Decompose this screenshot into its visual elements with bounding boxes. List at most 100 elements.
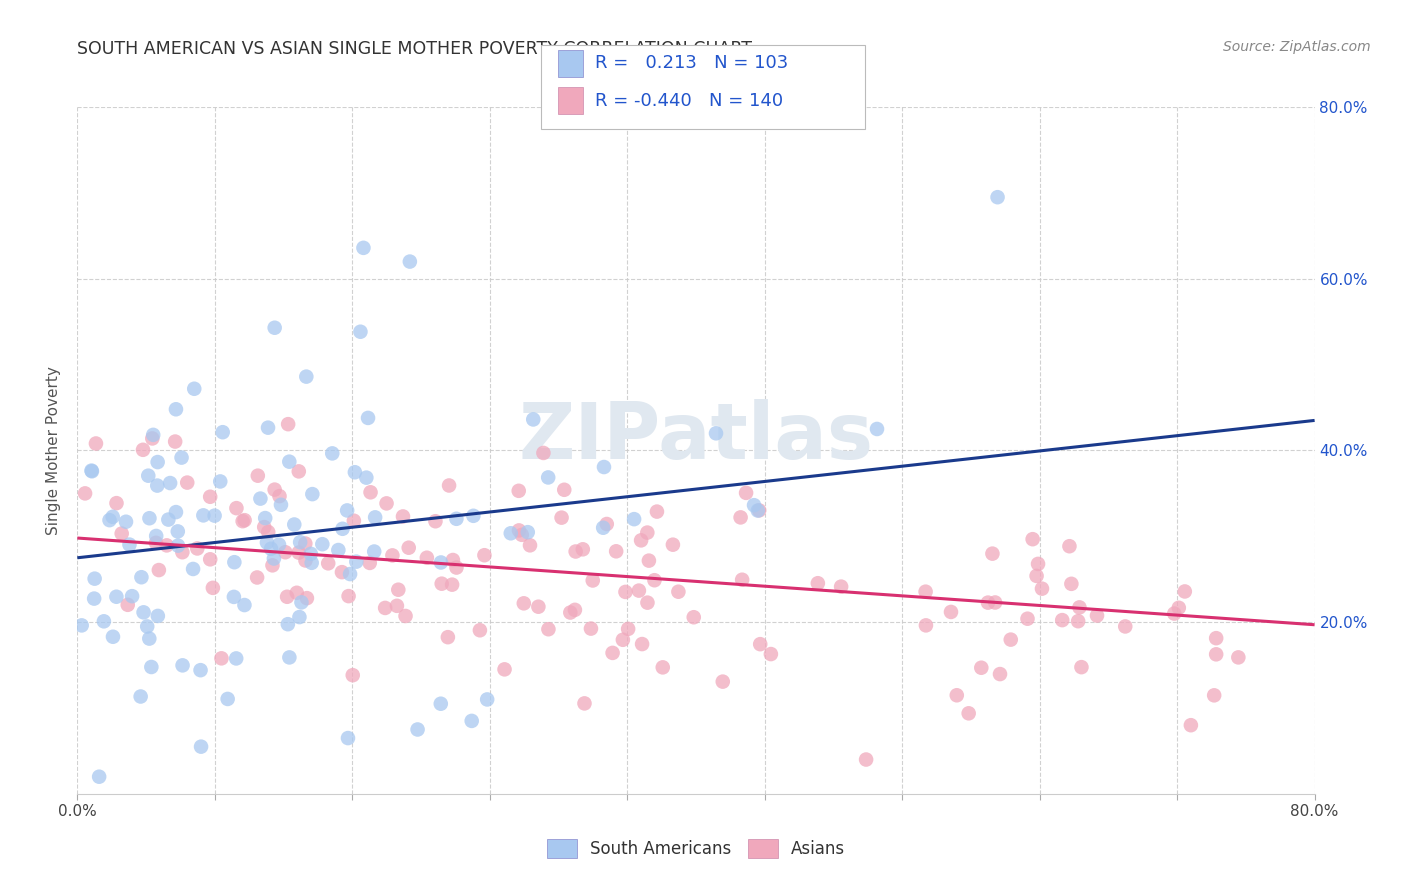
Point xyxy=(165,434,187,449)
Point xyxy=(257,525,280,540)
Point xyxy=(430,576,453,591)
Point xyxy=(747,503,769,517)
Point xyxy=(1085,608,1108,623)
Point xyxy=(274,545,297,559)
Point xyxy=(121,589,143,603)
Point xyxy=(89,770,111,784)
Point xyxy=(516,525,538,540)
Point xyxy=(398,541,420,555)
Point xyxy=(385,599,408,613)
Point xyxy=(190,663,212,677)
Point xyxy=(115,515,138,529)
Point xyxy=(977,596,1000,610)
Point xyxy=(75,486,96,500)
Point xyxy=(217,692,239,706)
Point xyxy=(183,382,205,396)
Point xyxy=(294,536,316,550)
Point xyxy=(631,637,654,651)
Point xyxy=(172,658,194,673)
Point xyxy=(1052,613,1074,627)
Point xyxy=(830,580,852,594)
Point xyxy=(263,483,285,497)
Point xyxy=(118,538,141,552)
Point xyxy=(146,455,169,469)
Point xyxy=(730,510,752,524)
Point xyxy=(142,428,165,442)
Point xyxy=(141,432,163,446)
Point xyxy=(645,505,668,519)
Point xyxy=(80,464,103,478)
Point xyxy=(759,647,782,661)
Point xyxy=(1060,577,1083,591)
Point xyxy=(316,557,339,571)
Point xyxy=(332,522,354,536)
Point xyxy=(145,536,167,550)
Point xyxy=(731,573,754,587)
Point xyxy=(129,690,152,704)
Point xyxy=(651,660,673,674)
Point xyxy=(537,622,560,636)
Point xyxy=(269,489,291,503)
Point xyxy=(98,513,121,527)
Y-axis label: Single Mother Poverty: Single Mother Poverty xyxy=(46,366,62,535)
Point xyxy=(1000,632,1022,647)
Point xyxy=(349,325,371,339)
Point xyxy=(527,599,550,614)
Text: Source: ZipAtlas.com: Source: ZipAtlas.com xyxy=(1223,40,1371,54)
Point xyxy=(157,512,180,526)
Point xyxy=(668,584,690,599)
Point xyxy=(246,468,269,483)
Point xyxy=(186,541,208,556)
Point xyxy=(117,598,139,612)
Point xyxy=(748,503,770,517)
Point xyxy=(267,538,290,552)
Point xyxy=(1031,582,1053,596)
Point xyxy=(946,688,969,702)
Point xyxy=(83,591,105,606)
Point xyxy=(682,610,704,624)
Point xyxy=(172,545,194,559)
Text: R = -0.440   N = 140: R = -0.440 N = 140 xyxy=(595,92,783,110)
Point xyxy=(533,446,555,460)
Point xyxy=(278,650,301,665)
Point xyxy=(260,541,283,556)
Point xyxy=(704,426,727,441)
Point xyxy=(914,584,936,599)
Point xyxy=(105,590,128,604)
Point xyxy=(579,622,602,636)
Point xyxy=(957,706,980,721)
Point xyxy=(145,529,167,543)
Point xyxy=(494,662,516,676)
Point xyxy=(299,547,322,561)
Point xyxy=(257,420,280,434)
Point xyxy=(915,618,938,632)
Point xyxy=(339,567,361,582)
Point xyxy=(513,596,536,610)
Point xyxy=(287,545,309,559)
Point xyxy=(984,595,1007,609)
Point xyxy=(866,422,889,436)
Point xyxy=(988,667,1011,681)
Point xyxy=(593,460,616,475)
Point xyxy=(430,697,453,711)
Point xyxy=(200,552,222,566)
Point xyxy=(70,618,93,632)
Point xyxy=(1069,600,1091,615)
Point xyxy=(198,490,221,504)
Point xyxy=(375,496,398,510)
Point xyxy=(263,320,285,334)
Point xyxy=(425,514,447,528)
Point xyxy=(636,596,658,610)
Point xyxy=(301,487,323,501)
Point xyxy=(336,503,359,517)
Point xyxy=(1205,648,1227,662)
Point xyxy=(105,496,128,510)
Point xyxy=(399,254,422,268)
Point xyxy=(138,632,160,646)
Point xyxy=(939,605,962,619)
Point xyxy=(437,478,460,492)
Point xyxy=(1174,584,1197,599)
Point xyxy=(592,521,614,535)
Point xyxy=(146,609,169,624)
Point xyxy=(1021,532,1043,546)
